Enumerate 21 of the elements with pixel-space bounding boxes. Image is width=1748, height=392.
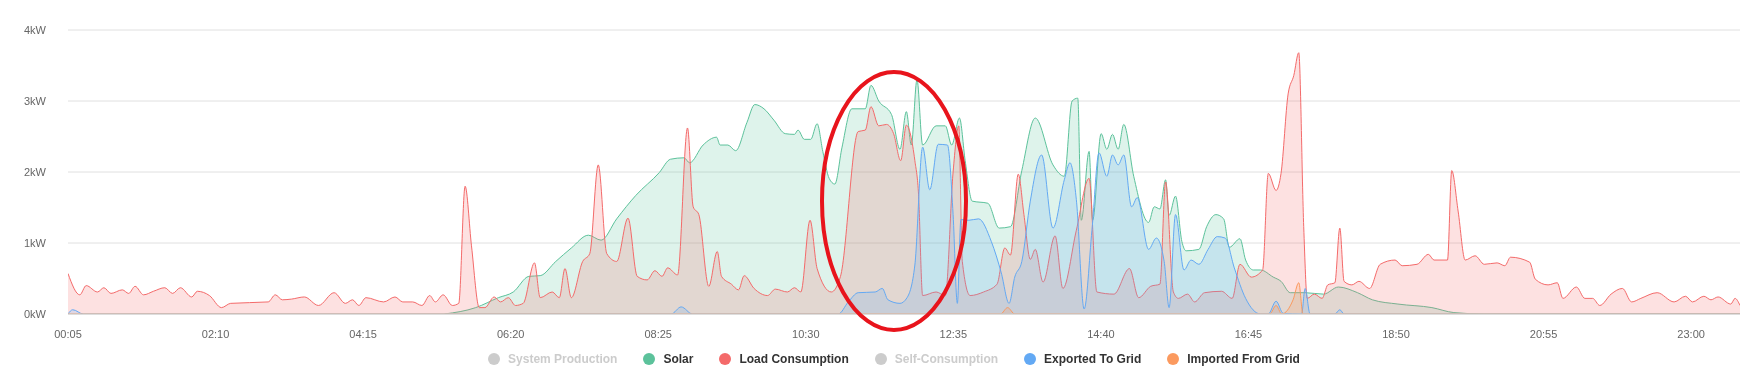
y-tick-label: 4kW — [24, 23, 47, 36]
legend-label: Exported To Grid — [1044, 352, 1142, 366]
x-tick-label: 08:25 — [644, 327, 672, 340]
x-tick-label: 16:45 — [1234, 327, 1263, 340]
x-tick-label: 14:40 — [1087, 327, 1115, 340]
x-tick-label: 20:55 — [1529, 327, 1558, 340]
x-tick-label: 12:35 — [939, 327, 968, 340]
x-tick-label: 18:50 — [1382, 327, 1410, 340]
y-tick-label: 0kW — [24, 307, 47, 320]
y-tick-label: 3kW — [24, 94, 47, 107]
x-tick-label: 06:20 — [496, 327, 525, 340]
y-tick-label: 2kW — [24, 165, 47, 178]
legend-label: Imported From Grid — [1187, 352, 1300, 366]
legend-label: Solar — [663, 352, 694, 366]
x-tick-label: 10:30 — [792, 327, 820, 340]
x-tick-label: 00:05 — [54, 327, 82, 340]
legend-label: Load Consumption — [739, 352, 849, 366]
x-tick-label: 23:00 — [1677, 327, 1705, 340]
x-tick-label: 04:15 — [349, 327, 377, 340]
x-tick-label: 02:10 — [201, 327, 230, 340]
y-tick-label: 1kW — [24, 236, 47, 249]
